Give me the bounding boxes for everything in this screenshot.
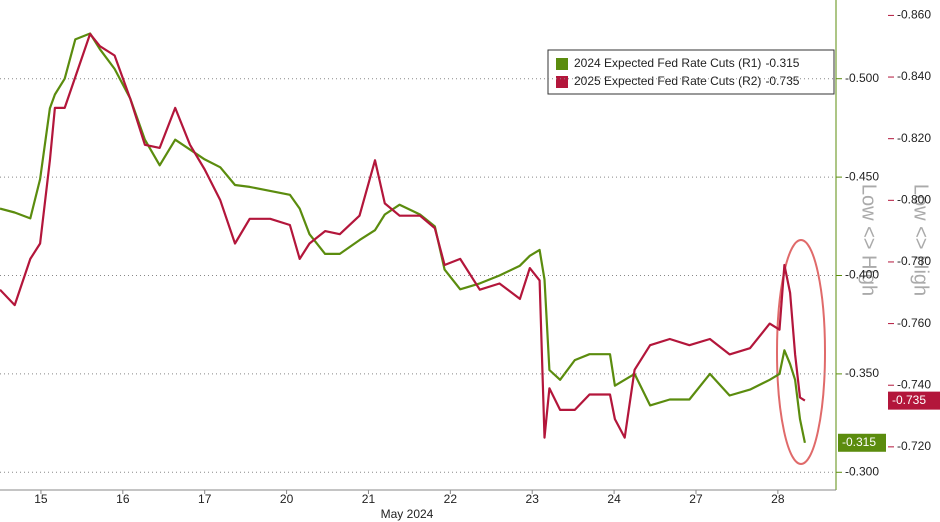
y2-tick-label: -0.720 <box>897 439 931 453</box>
x-tick-label: 28 <box>771 492 785 506</box>
y-tick-label: -0.300 <box>845 464 879 478</box>
y-tick-label: -0.500 <box>845 71 879 85</box>
y2-tick-label: -0.860 <box>897 8 931 22</box>
last-value-label: -0.735 <box>892 393 926 407</box>
legend: 2024 Expected Fed Rate Cuts (R1) -0.315 20… <box>556 56 800 88</box>
series-line <box>0 32 806 439</box>
y-tick-label: -0.350 <box>845 366 879 380</box>
x-tick-label: 24 <box>607 492 621 506</box>
series-line <box>0 32 806 444</box>
y2-tick-label: -0.760 <box>897 316 931 330</box>
x-tick-label: 22 <box>444 492 458 506</box>
y2-tick-label: -0.800 <box>897 192 931 206</box>
legend-value: -0.735 <box>765 74 799 88</box>
y2-tick-label: -0.820 <box>897 131 931 145</box>
y2-tick-label: -0.780 <box>897 254 931 268</box>
y2-tick-label: -0.740 <box>897 377 931 391</box>
last-value-box <box>838 433 886 452</box>
legend-swatch <box>556 76 568 88</box>
y-tick-label: -0.400 <box>845 268 879 282</box>
highlight-ellipse <box>776 239 826 465</box>
legend-value: -0.315 <box>765 56 799 70</box>
y-axis-label: Low <> High <box>858 184 880 296</box>
y-tick-label: -0.450 <box>845 169 879 183</box>
legend-box <box>547 49 835 95</box>
x-tick-label: 27 <box>689 492 703 506</box>
x-tick-label: 15 <box>34 492 48 506</box>
x-tick-label: 20 <box>280 492 294 506</box>
legend-label: 2025 Expected Fed Rate Cuts (R2) <box>574 74 761 88</box>
y2-tick-label: -0.840 <box>897 69 931 83</box>
legend-swatch <box>556 58 568 70</box>
last-value-label: -0.315 <box>842 435 876 449</box>
last-value-box <box>888 391 940 410</box>
y2-axis-label: Low <> High <box>910 184 932 296</box>
x-axis-label: May 2024 <box>381 507 434 521</box>
legend-label: 2024 Expected Fed Rate Cuts (R1) <box>574 56 761 70</box>
x-tick-label: 23 <box>526 492 540 506</box>
x-tick-label: 21 <box>362 492 376 506</box>
x-tick-label: 17 <box>198 492 212 506</box>
x-tick-label: 16 <box>116 492 130 506</box>
